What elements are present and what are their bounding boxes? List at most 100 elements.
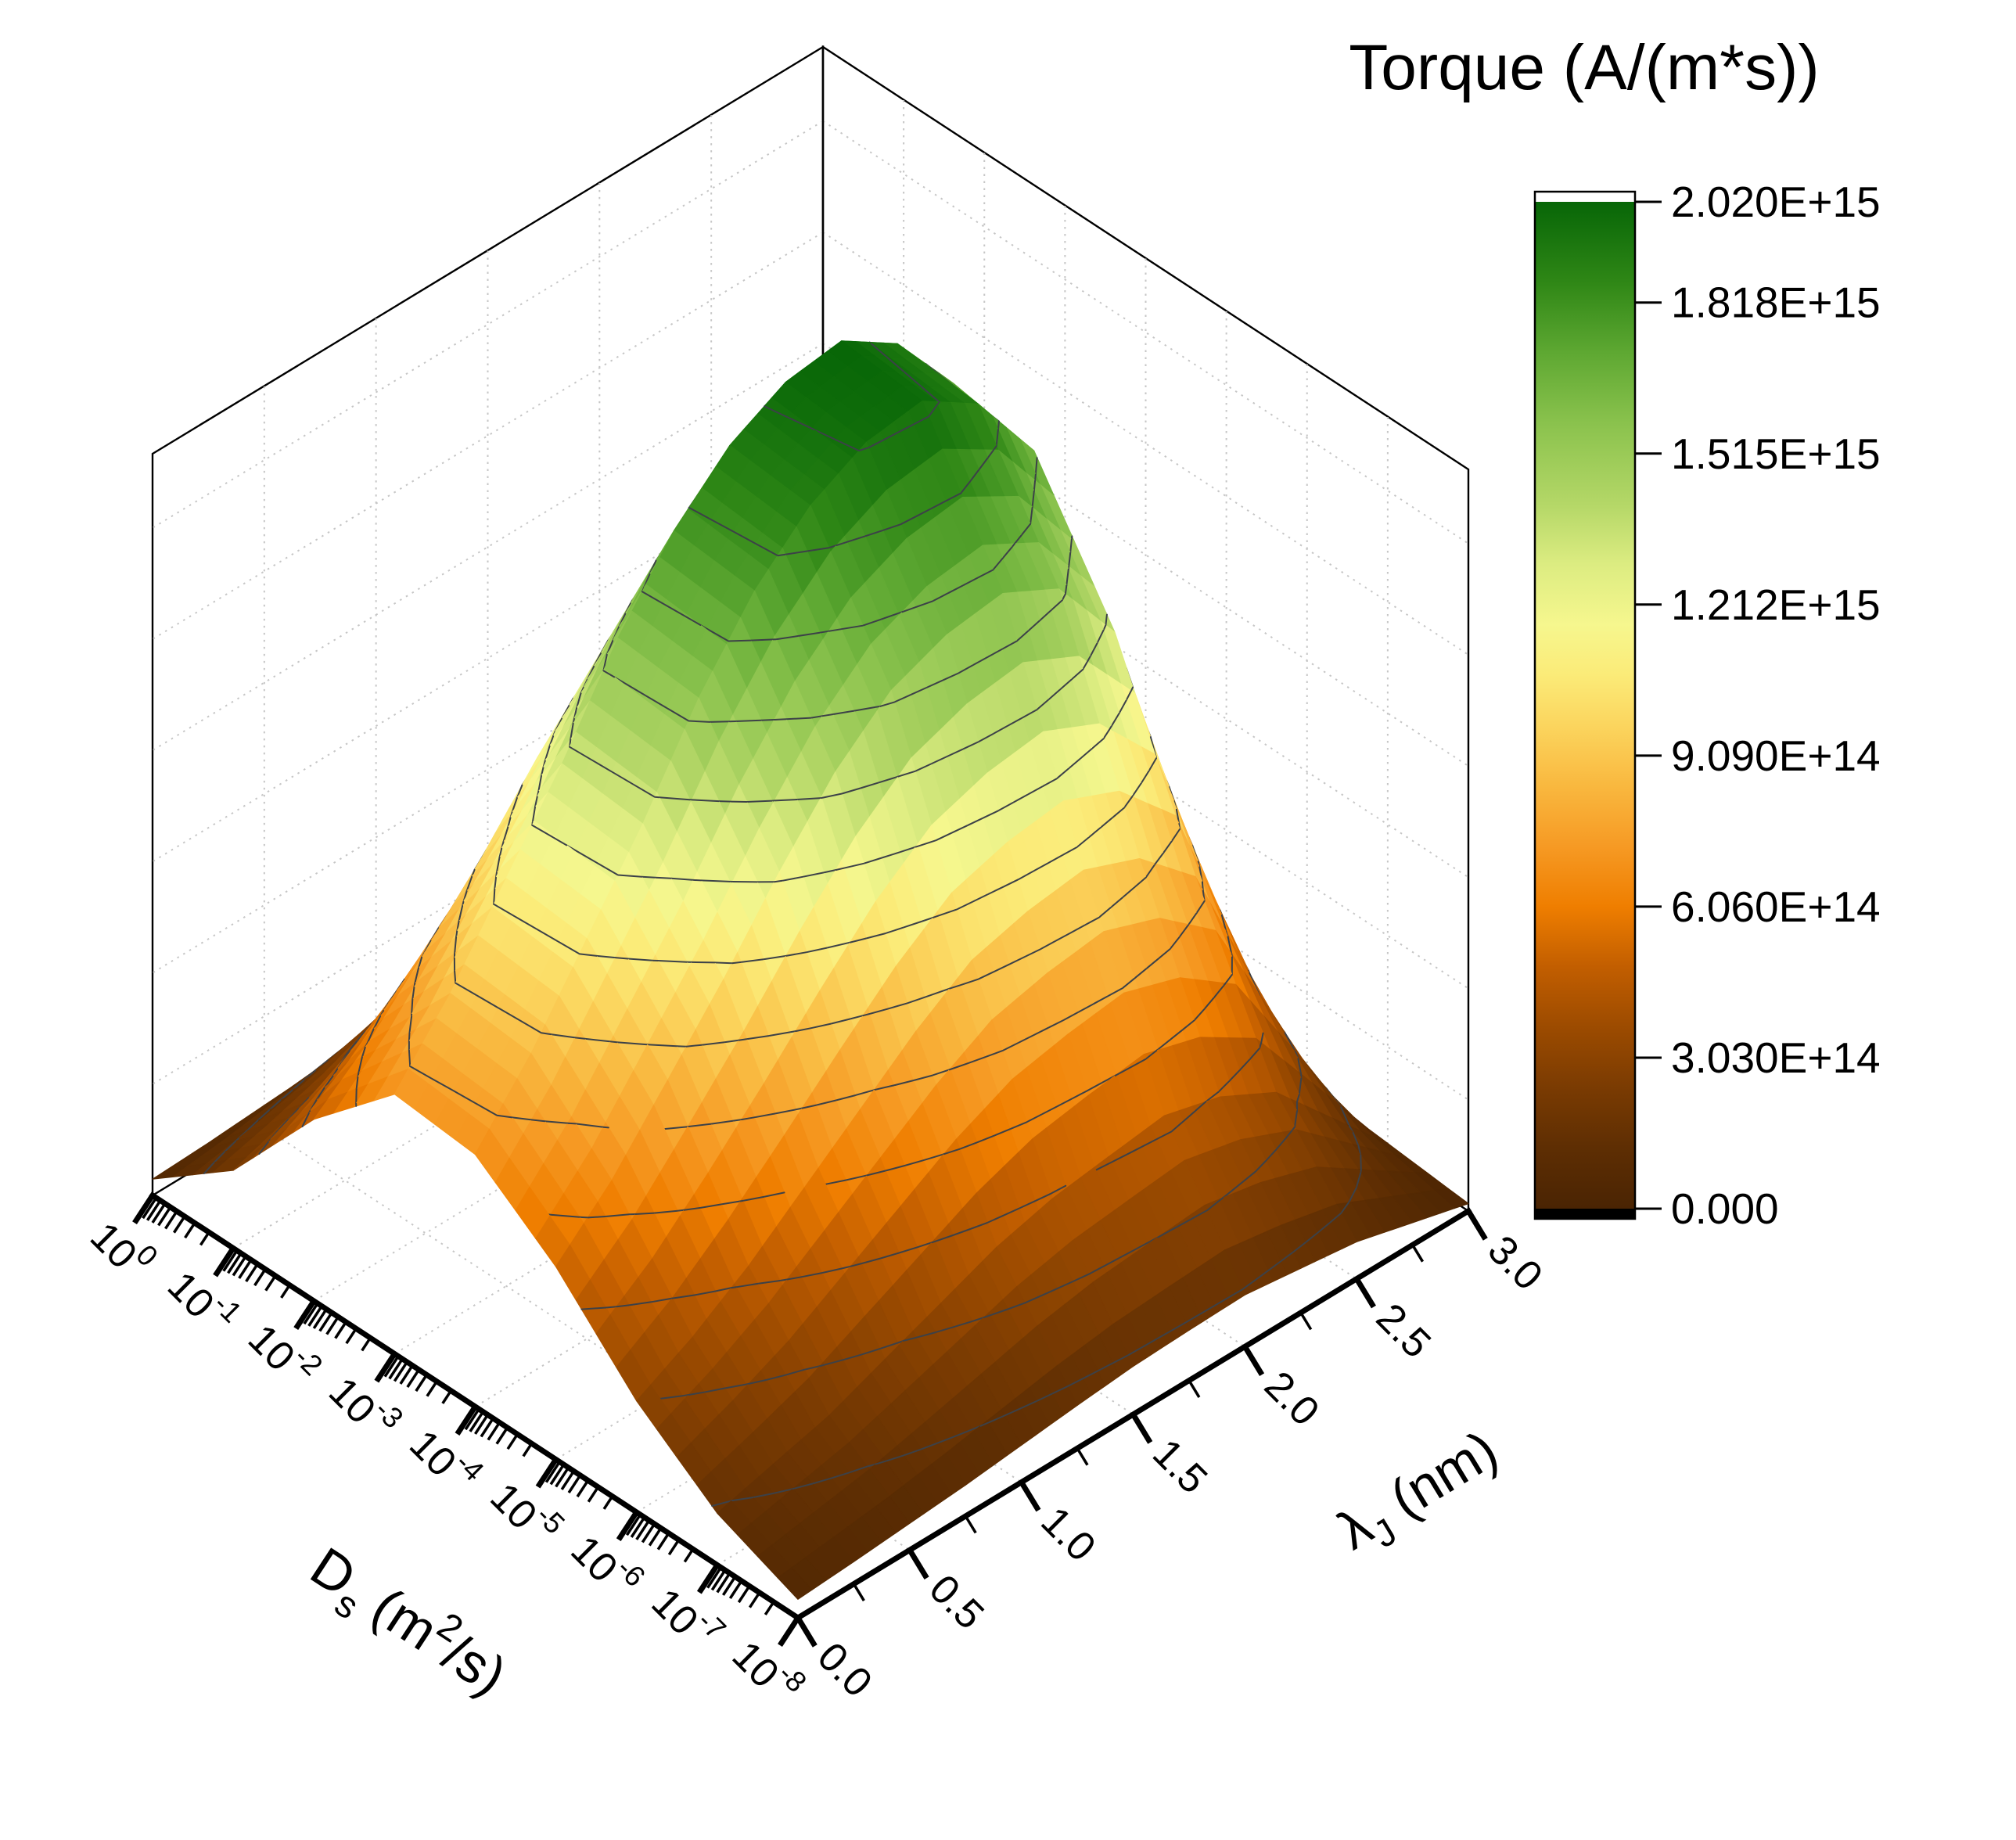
surface-contour-line [653,1209,679,1214]
surface-contour-line [590,758,613,773]
surface-contour-line [1127,1346,1144,1357]
surface-contour-line [569,746,592,760]
surface-contour-line [1317,1222,1331,1234]
ds-tick-label: 10-6 [562,1520,651,1609]
surface-contour-line [1076,836,1090,848]
surface-contour-line [1026,1113,1043,1123]
surface-contour-line [731,1497,754,1502]
ds-axis-minor-tick [227,1252,243,1274]
surface-contour-line [1193,1008,1206,1022]
surface-contour-line [1068,552,1072,568]
surface-contour-line [1260,1032,1264,1044]
surface-contour-line [966,817,984,827]
surface-contour-line [372,1015,382,1030]
ds-axis-minor-tick [706,1566,723,1589]
surface-contour-line [693,1290,717,1296]
surface-contour-line [1065,568,1069,587]
surface-contour-line [871,343,888,358]
surface-contour-line [1009,1121,1028,1130]
surface-contour-line [773,718,787,721]
surface-contour-line [1089,642,1098,658]
ds-axis-minor-tick [495,1426,509,1445]
surface-contour-line [937,1435,957,1444]
surface-contour-line [834,438,860,452]
surface-contour-line [884,926,904,935]
ds-axis-minor-tick [522,1443,534,1457]
surface-contour-line [1115,1066,1132,1076]
lambda-axis-major-tick [907,1548,929,1580]
surface-contour-line [902,921,922,929]
surface-contour-line [1047,1019,1065,1029]
surface-contour-line [1242,1279,1256,1291]
surface-contour-line [494,876,497,890]
colorbar-tick-label: 6.060E+14 [1671,882,1881,931]
surface-contour-line [949,984,961,990]
ds-axis-major-tick [374,1352,397,1383]
surface-contour-line [949,1062,969,1070]
ds-axis-minor-tick [464,1408,480,1431]
surface-contour-line [1054,933,1071,943]
surface-contour-line [1205,1091,1220,1102]
surface-contour-line [355,1030,366,1043]
surface-contour-line [849,937,868,943]
surface-contour-line [819,1364,825,1367]
ds-tick-label: 10-8 [724,1626,813,1715]
surface-contour-line [606,640,614,656]
surface-contour-line [925,679,943,688]
surface-contour-line [879,1342,899,1350]
surface-contour-line [507,817,512,828]
surface-contour-line [784,550,808,555]
surface-contour-line [602,670,616,678]
surface-contour-line [836,541,848,547]
ds-axis-minor-tick [764,1601,775,1615]
surface-contour-line [1148,757,1157,772]
surface-contour-line [756,1280,781,1285]
surface-contour-line [772,1488,794,1494]
surface-contour-line [411,986,415,1001]
surface-contour-line [1050,1184,1067,1195]
surface-contour-line [650,1297,674,1303]
surface-contour-line [959,1141,978,1150]
surface-contour-line [315,1087,325,1101]
surface-contour-line [213,1151,226,1163]
right-wall-grid-line [822,120,1469,544]
surface-contour-line [997,420,1000,431]
surface-contour-line [703,1387,726,1393]
surface-contour-line [595,954,616,959]
colorbar-tick-label: 9.090E+14 [1671,731,1881,780]
lambda-axis-minor-tick [1299,1312,1313,1331]
surface-contour-line [785,717,812,721]
surface-contour-line [511,797,518,814]
ds-axis-minor-tick [388,1358,404,1380]
surface-contour-line [820,797,837,874]
surface-contour-line [1155,1330,1172,1340]
colorbar: 2.020E+15 1.818E+15 1.515E+15 1.212E+15 9.09… [1533,178,1881,1233]
surface-contour-line [414,967,419,984]
surface-contour-line [724,1039,740,1044]
surface-contour-line [1034,457,1038,476]
surface-contour-line [924,990,943,998]
surface-contour-line [663,1126,689,1130]
ds-tick-label: 100 [81,1206,164,1289]
ds-axis-major-tick [213,1246,236,1278]
floor-grid-line [264,1127,911,1551]
surface-contour-line [1023,948,1041,958]
surface-contour-line [536,928,559,943]
surface-contour-line [452,1090,476,1104]
surface-contour-line [691,961,716,964]
surface-contour-line [1134,968,1148,979]
surface-contour-line [1033,480,1037,492]
surface-contour-line [465,875,473,893]
surface-contour-line [1031,490,1035,509]
surface-contour-line [1170,1120,1184,1133]
surface-contour-line [868,439,885,449]
surface-contour-line [873,1084,895,1091]
surface-contour-line [1024,1295,1042,1304]
surface-contour-line [802,871,825,878]
surface-contour-line [841,787,861,795]
surface-contour-line [976,1134,995,1144]
surface-contour-line [902,1336,918,1342]
surface-contour-line [813,429,836,440]
surface-contour-line [646,1044,677,1048]
surface-contour-line [1118,699,1127,715]
